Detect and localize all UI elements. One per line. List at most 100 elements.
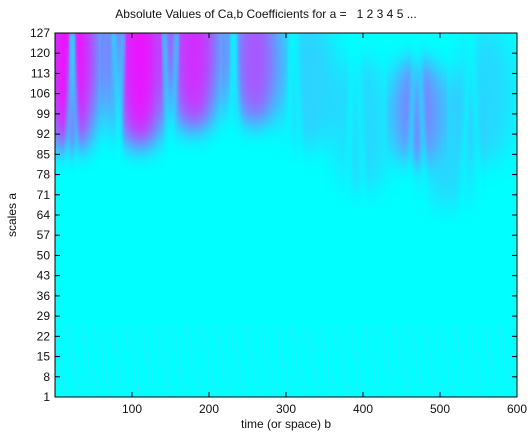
heat-ridge xyxy=(69,33,89,397)
heat-ridge xyxy=(161,33,181,397)
heat-texture xyxy=(86,324,91,397)
heat-texture xyxy=(326,324,331,397)
heat-texture xyxy=(132,324,137,397)
x-axis-label: time (or space) b xyxy=(241,417,331,431)
y-tick-label: 85 xyxy=(37,147,51,161)
x-axis: 100 200 300 400 500 600 xyxy=(122,33,527,416)
y-tick-label: 36 xyxy=(37,289,51,303)
heat-texture xyxy=(377,324,382,397)
heat-texture xyxy=(211,324,215,397)
heat-texture xyxy=(137,324,142,397)
heat-texture xyxy=(400,324,405,397)
heat-texture xyxy=(285,324,289,397)
heat-texture xyxy=(382,324,386,397)
heat-texture xyxy=(433,324,437,397)
y-tick-label: 22 xyxy=(37,329,51,343)
heat-texture xyxy=(479,324,483,397)
heat-texture xyxy=(410,324,414,397)
y-tick-label: 71 xyxy=(37,188,51,202)
heat-texture xyxy=(206,324,211,397)
heat-texture xyxy=(437,324,442,397)
heat-texture xyxy=(419,324,423,397)
heat-texture xyxy=(350,324,354,397)
heat-texture xyxy=(345,324,349,397)
heat-texture xyxy=(331,324,336,397)
heatmap-ridges xyxy=(55,33,517,397)
heat-ridge xyxy=(469,33,489,397)
heat-texture xyxy=(405,324,410,397)
heat-texture xyxy=(451,324,456,397)
heat-texture xyxy=(336,324,340,397)
heat-texture xyxy=(465,324,470,397)
heat-texture xyxy=(77,324,82,397)
heat-texture xyxy=(359,324,363,397)
heat-texture xyxy=(151,324,155,397)
heat-ridge xyxy=(506,124,517,397)
heat-texture xyxy=(59,324,63,397)
heat-texture xyxy=(262,324,266,397)
heat-texture xyxy=(373,324,377,397)
heat-texture xyxy=(225,324,229,397)
y-tick-label: 92 xyxy=(37,127,51,141)
heat-texture xyxy=(68,324,72,397)
heat-ridge xyxy=(275,33,295,397)
heat-texture xyxy=(220,324,225,397)
y-tick-label: 99 xyxy=(37,107,51,121)
heat-texture xyxy=(95,324,100,397)
y-tick-label: 15 xyxy=(37,350,51,364)
heat-texture xyxy=(322,324,326,397)
heat-texture xyxy=(460,324,465,397)
heat-texture xyxy=(253,324,257,397)
y-axis-label: scales a xyxy=(5,193,19,237)
heat-hotspot xyxy=(167,33,220,134)
heat-texture xyxy=(363,324,368,397)
heat-texture xyxy=(229,324,234,397)
heat-texture xyxy=(493,324,497,397)
heat-texture xyxy=(340,324,345,397)
heat-texture xyxy=(271,324,276,397)
heatmap-area xyxy=(55,33,517,397)
heat-texture xyxy=(470,324,474,397)
heat-texture xyxy=(216,324,220,397)
heat-texture xyxy=(197,324,202,397)
heat-texture xyxy=(114,324,118,397)
x-tick-label: 200 xyxy=(199,402,219,416)
heat-texture xyxy=(484,324,488,397)
heat-texture xyxy=(193,324,197,397)
heat-texture xyxy=(276,324,280,397)
x-tick-label: 300 xyxy=(276,402,296,416)
y-tick-label: 113 xyxy=(31,66,50,80)
heat-texture xyxy=(257,324,262,397)
heat-texture xyxy=(507,324,511,397)
heat-hotspot xyxy=(231,33,279,128)
heat-texture xyxy=(234,324,239,397)
heat-texture xyxy=(368,324,373,397)
heat-texture xyxy=(123,324,128,397)
heat-ridge xyxy=(160,33,180,397)
heat-ridge xyxy=(337,33,357,397)
heat-ridge xyxy=(231,33,250,397)
heat-texture xyxy=(128,324,132,397)
heat-texture xyxy=(354,324,359,397)
heat-texture xyxy=(142,324,146,397)
heat-texture xyxy=(146,324,151,397)
heat-texture xyxy=(266,324,271,397)
heat-ridge xyxy=(106,33,126,397)
heat-texture xyxy=(290,324,294,397)
x-tick-label: 600 xyxy=(507,402,527,416)
heat-texture xyxy=(391,324,396,397)
heat-ridge xyxy=(399,33,418,397)
heat-texture xyxy=(474,324,479,397)
y-tick-label: 64 xyxy=(37,208,51,222)
heat-texture xyxy=(303,324,308,397)
heat-texture xyxy=(299,324,303,397)
heat-texture xyxy=(160,324,165,397)
y-tick-label: 50 xyxy=(37,248,51,262)
heat-texture xyxy=(442,324,446,397)
heat-texture xyxy=(239,324,243,397)
heat-texture xyxy=(91,324,95,397)
heat-texture xyxy=(119,324,123,397)
x-tick-label: 400 xyxy=(353,402,373,416)
